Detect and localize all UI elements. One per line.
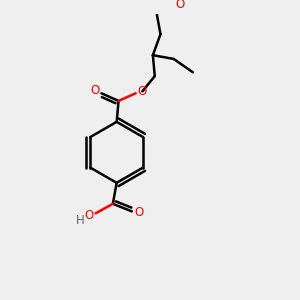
Text: O: O bbox=[176, 0, 185, 11]
Text: O: O bbox=[134, 206, 143, 219]
Text: O: O bbox=[84, 209, 94, 222]
Text: O: O bbox=[90, 84, 99, 97]
Text: O: O bbox=[138, 85, 147, 98]
Text: H: H bbox=[76, 214, 85, 227]
